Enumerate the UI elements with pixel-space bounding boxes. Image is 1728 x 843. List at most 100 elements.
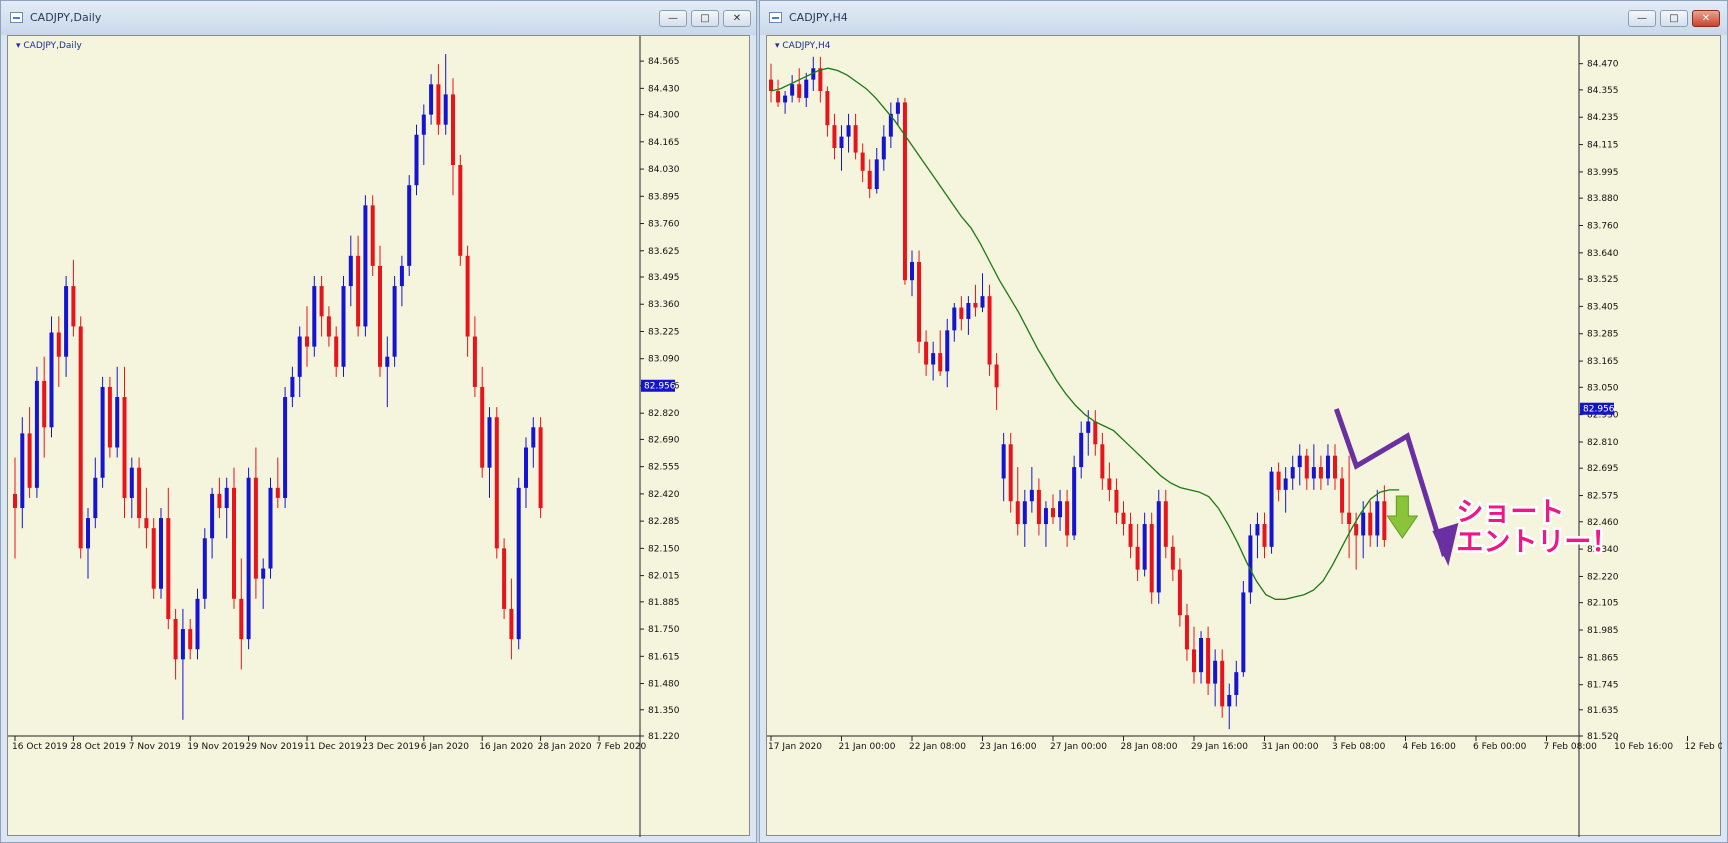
candle-body: [790, 84, 795, 96]
time-tick-label: 10 Feb 16:00: [1614, 742, 1673, 752]
candle-body: [1276, 471, 1281, 490]
short-entry-down-arrow-icon: [1386, 495, 1419, 539]
price-tick-label: 83.050: [1587, 383, 1619, 393]
close-button[interactable]: ✕: [1692, 10, 1720, 27]
time-tick-label: 23 Jan 16:00: [980, 742, 1037, 752]
candle-body: [1043, 508, 1048, 525]
candle-body: [1262, 524, 1267, 547]
candle-body: [129, 467, 134, 498]
candle-body: [107, 386, 112, 448]
candle-body: [1234, 672, 1239, 695]
candle-body: [334, 336, 339, 367]
price-tick-label: 84.430: [648, 84, 680, 94]
candle-body: [797, 84, 802, 98]
h4-candlestick-chart: ▾ CADJPY,H4 84.470 84.355 84.235 84.115 83.99…: [767, 36, 1722, 837]
entry-annotation-line2: エントリー！: [1456, 527, 1618, 558]
candle-body: [20, 433, 25, 509]
candle-body: [804, 79, 809, 98]
h4-chart-titlebar[interactable]: CADJPY,H4 — □ ✕: [760, 1, 1727, 35]
candle-body: [356, 255, 361, 327]
time-tick-label: 22 Jan 08:00: [909, 742, 966, 752]
candle-body: [151, 528, 156, 589]
candle-body: [531, 427, 536, 448]
candle-body: [516, 487, 521, 640]
candle-body: [818, 68, 823, 92]
candle-body: [1192, 649, 1196, 673]
candle-body: [1072, 467, 1077, 536]
time-tick-label: 19 Nov 2019: [187, 742, 245, 752]
price-tick-label: 83.760: [648, 220, 680, 230]
price-tick-label: 82.285: [648, 517, 680, 527]
candle-body: [1255, 524, 1260, 536]
candle-body: [1022, 501, 1027, 525]
price-tick-label: 82.555: [648, 463, 680, 473]
price-tick-label: 81.750: [648, 625, 680, 635]
candle-body: [1375, 501, 1380, 536]
candle-body: [1149, 524, 1154, 593]
candle-body: [966, 302, 971, 319]
price-tick-label: 83.995: [1587, 168, 1619, 178]
time-tick-label: 11 Dec 2019: [304, 742, 362, 752]
candle-body: [1163, 501, 1168, 547]
minimize-button[interactable]: —: [1628, 10, 1656, 27]
candle-body: [502, 548, 507, 609]
candle-body: [867, 170, 872, 190]
candle-body: [1184, 615, 1189, 650]
close-button[interactable]: ✕: [723, 10, 751, 27]
candle-body: [363, 205, 368, 327]
time-tick-label: 7 Nov 2019: [129, 742, 181, 752]
price-tick-label: 81.745: [1587, 681, 1619, 691]
candle-body: [1290, 467, 1295, 479]
candle-body: [239, 598, 244, 640]
candle-body: [931, 353, 936, 365]
price-tick-label: 82.105: [1587, 599, 1619, 609]
candle-body: [1304, 455, 1309, 479]
price-tick-label: 82.690: [648, 435, 680, 445]
price-tick-label: 84.165: [648, 138, 680, 148]
candle-body: [1283, 478, 1288, 490]
price-tick-label: 81.520: [1587, 732, 1619, 742]
candle-body: [49, 332, 54, 428]
price-tick-label: 82.150: [648, 544, 680, 554]
candle-body: [980, 296, 985, 308]
candle-body: [202, 538, 207, 599]
candle-body: [319, 286, 324, 317]
time-tick-label: 17 Jan 2020: [768, 742, 822, 752]
h4-chart-area[interactable]: ▾ CADJPY,H4 84.470 84.355 84.235 84.115 83.99…: [766, 35, 1722, 837]
candle-body: [480, 386, 485, 468]
price-tick-label: 83.285: [1587, 330, 1619, 340]
price-tick-label: 83.525: [1587, 275, 1619, 285]
candle-body: [173, 618, 178, 660]
price-tick-label: 82.420: [648, 490, 680, 500]
candle-body: [370, 205, 375, 266]
candle-body: [392, 286, 397, 357]
candle-body: [246, 477, 251, 640]
current-price-label: 82.956: [1583, 405, 1615, 415]
minimize-button[interactable]: —: [659, 10, 687, 27]
daily-chart-titlebar[interactable]: CADJPY,Daily — □ ✕: [1, 1, 756, 35]
candle-body: [1008, 444, 1013, 502]
candle-body: [465, 255, 470, 337]
daily-chart-area[interactable]: ▾ CADJPY,Daily 84.565 84.430 84.300 84.165 84…: [7, 35, 750, 837]
price-tick-label: 83.495: [648, 273, 680, 283]
restore-button[interactable]: □: [1660, 10, 1688, 27]
price-tick-label: 82.220: [1587, 572, 1619, 582]
candle-body: [853, 125, 858, 153]
restore-button[interactable]: □: [691, 10, 719, 27]
candle-body: [524, 447, 528, 488]
price-tick-label: 84.355: [1587, 86, 1619, 96]
candle-body: [1170, 546, 1175, 570]
candle-body: [1361, 512, 1366, 536]
candle-body: [994, 364, 999, 388]
price-tick-label: 82.015: [648, 572, 680, 582]
price-tick-label: 81.350: [648, 706, 680, 716]
candle-body: [341, 286, 346, 367]
candle-body: [1128, 524, 1133, 547]
price-tick-label: 81.885: [648, 598, 680, 608]
time-tick-label: 7 Feb 08:00: [1544, 742, 1598, 752]
candle-body: [1248, 535, 1253, 593]
price-tick-label: 84.300: [648, 111, 680, 121]
price-tick-label: 84.235: [1587, 113, 1619, 123]
time-tick-label: 6 Jan 2020: [421, 742, 469, 752]
time-tick-label: 4 Feb 16:00: [1403, 742, 1457, 752]
